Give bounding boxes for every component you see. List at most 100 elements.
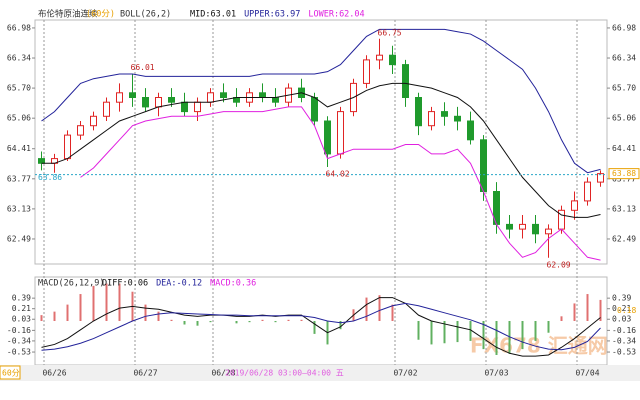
candle-body (90, 115, 97, 127)
candle-body (155, 97, 162, 108)
y-tick-label: 0.21 (12, 304, 31, 313)
candle-body (363, 59, 370, 84)
cursor-value: 0.18 (617, 306, 636, 315)
candle-body (480, 139, 487, 193)
candle-body (454, 115, 461, 122)
macd-bar (443, 321, 446, 344)
date-bar (0, 365, 640, 381)
candle-body (519, 223, 526, 230)
macd-bar (508, 321, 511, 354)
macd-bar (157, 311, 160, 321)
series-line (41, 297, 601, 357)
macd-bar (105, 283, 108, 321)
y-tick-label: 63.77 (7, 174, 31, 183)
legend-entry: MACD:0.36 (210, 279, 256, 289)
macd-bar (534, 321, 537, 341)
candle-body (259, 92, 266, 99)
macd-bar (469, 321, 472, 341)
candle-body (597, 173, 604, 183)
x-tick-label: 07/04 (575, 369, 599, 378)
y-tick-label: 65.06 (7, 114, 31, 123)
y-tick-label-right: 0.39 (612, 294, 631, 303)
candle-body (207, 92, 214, 103)
y-tick-label: 0.03 (12, 315, 31, 324)
macd-bar (313, 321, 316, 334)
annotation: 64.02 (326, 170, 350, 179)
y-tick-label: 0.39 (12, 294, 31, 303)
candle-body (506, 223, 513, 230)
macd-bar (248, 321, 251, 323)
macd-title: MACD(26,12,9) (38, 279, 105, 289)
y-tick-label-right: 0.03 (612, 315, 631, 324)
macd-bar (196, 321, 199, 326)
series-line (80, 106, 601, 261)
y-tick-label: -0.53 (7, 348, 31, 357)
candle-body (103, 101, 110, 117)
macd-bar (79, 294, 82, 321)
x-tick-label: 07/02 (393, 369, 417, 378)
y-tick-label: 65.70 (7, 84, 31, 93)
macd-bar (599, 299, 602, 321)
legend-entry: DIFF:0.06 (102, 279, 148, 289)
macd-bar (378, 295, 381, 321)
candle-body (441, 111, 448, 117)
candle-body (77, 125, 84, 136)
macd-bar (40, 315, 43, 321)
macd-bar (92, 285, 95, 321)
candle-body (38, 158, 45, 164)
legend-entry: MID:63.01 (190, 10, 236, 20)
y-tick-label-right: 65.06 (612, 114, 636, 123)
macd-bar (430, 321, 433, 345)
y-tick-label-right: -0.53 (612, 348, 636, 357)
y-tick-label: -0.34 (7, 336, 31, 345)
candle-body (142, 97, 149, 108)
candle-body (467, 120, 474, 141)
candle-body (389, 54, 396, 66)
macd-bar (183, 321, 186, 325)
y-tick-label-right: -0.34 (612, 336, 636, 345)
y-tick-label: 66.34 (7, 54, 31, 63)
candle-body (116, 92, 123, 103)
reference-label: 63.86 (38, 173, 62, 182)
y-tick-label-right: 62.49 (612, 234, 636, 243)
candle-body (220, 92, 227, 99)
macd-bar (235, 321, 238, 324)
legend-entry: DEA:-0.12 (156, 279, 202, 289)
macd-bar (209, 321, 212, 323)
period: (60分) (86, 10, 115, 20)
y-tick-label: 63.13 (7, 204, 31, 213)
price-frame (34, 19, 608, 265)
y-tick-label: 66.98 (7, 23, 31, 32)
annotation: 66.75 (378, 28, 402, 37)
series-line (41, 82, 601, 218)
legend-entry: LOWER:62.04 (308, 10, 364, 20)
candle-body (584, 181, 591, 202)
macd-bar (66, 304, 69, 321)
macd-bar (274, 321, 277, 323)
x-tick-label: 06/27 (133, 369, 157, 378)
macd-bar (339, 321, 342, 330)
candle-body (545, 228, 552, 235)
macd-bar (118, 283, 121, 321)
candle-body (168, 97, 175, 103)
y-tick-label-right: 65.70 (612, 84, 636, 93)
candle-body (324, 120, 331, 155)
y-tick-label: 64.41 (7, 144, 31, 153)
period-tab-box (0, 365, 21, 380)
candle-body (194, 101, 201, 113)
macd-bar (521, 321, 524, 350)
candle-body (532, 223, 539, 235)
period-tab: 60分 (2, 369, 20, 378)
y-tick-label-right: 64.41 (612, 144, 636, 153)
legend-entry: UPPER:63.97 (244, 10, 300, 20)
macd-bar (300, 319, 303, 321)
macd-bar (495, 321, 498, 355)
candle-body (428, 111, 435, 127)
series-line (41, 28, 601, 174)
macd-bar (456, 321, 459, 343)
macd-bar (261, 319, 264, 321)
candle-body (311, 97, 318, 122)
